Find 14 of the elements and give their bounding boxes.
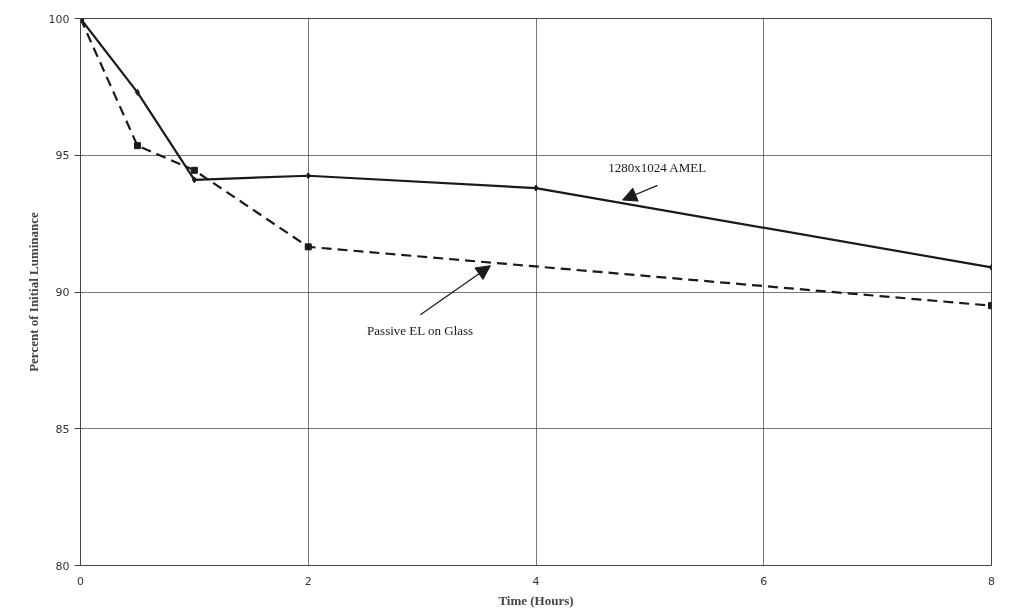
x-axis-title: Time (Hours) [498,592,574,608]
y-tick-label: 100 [48,12,70,26]
series-label: 1280x1024 AMEL [608,160,707,176]
x-tick-label: 8 [988,574,995,588]
y-tick-label: 85 [55,422,70,436]
y-tick-label: 80 [55,559,70,573]
y-axis-title: Percent of Initial Luminance [25,211,41,372]
x-tick-label: 6 [760,574,768,588]
x-tick-label: 2 [304,574,312,588]
y-tick-label: 90 [55,286,70,299]
text: Passive EL on Glass [367,322,474,338]
x-tick-label: 4 [532,574,540,588]
y-tick-label: 95 [55,149,70,163]
x-tick-label: 0 [77,574,84,588]
